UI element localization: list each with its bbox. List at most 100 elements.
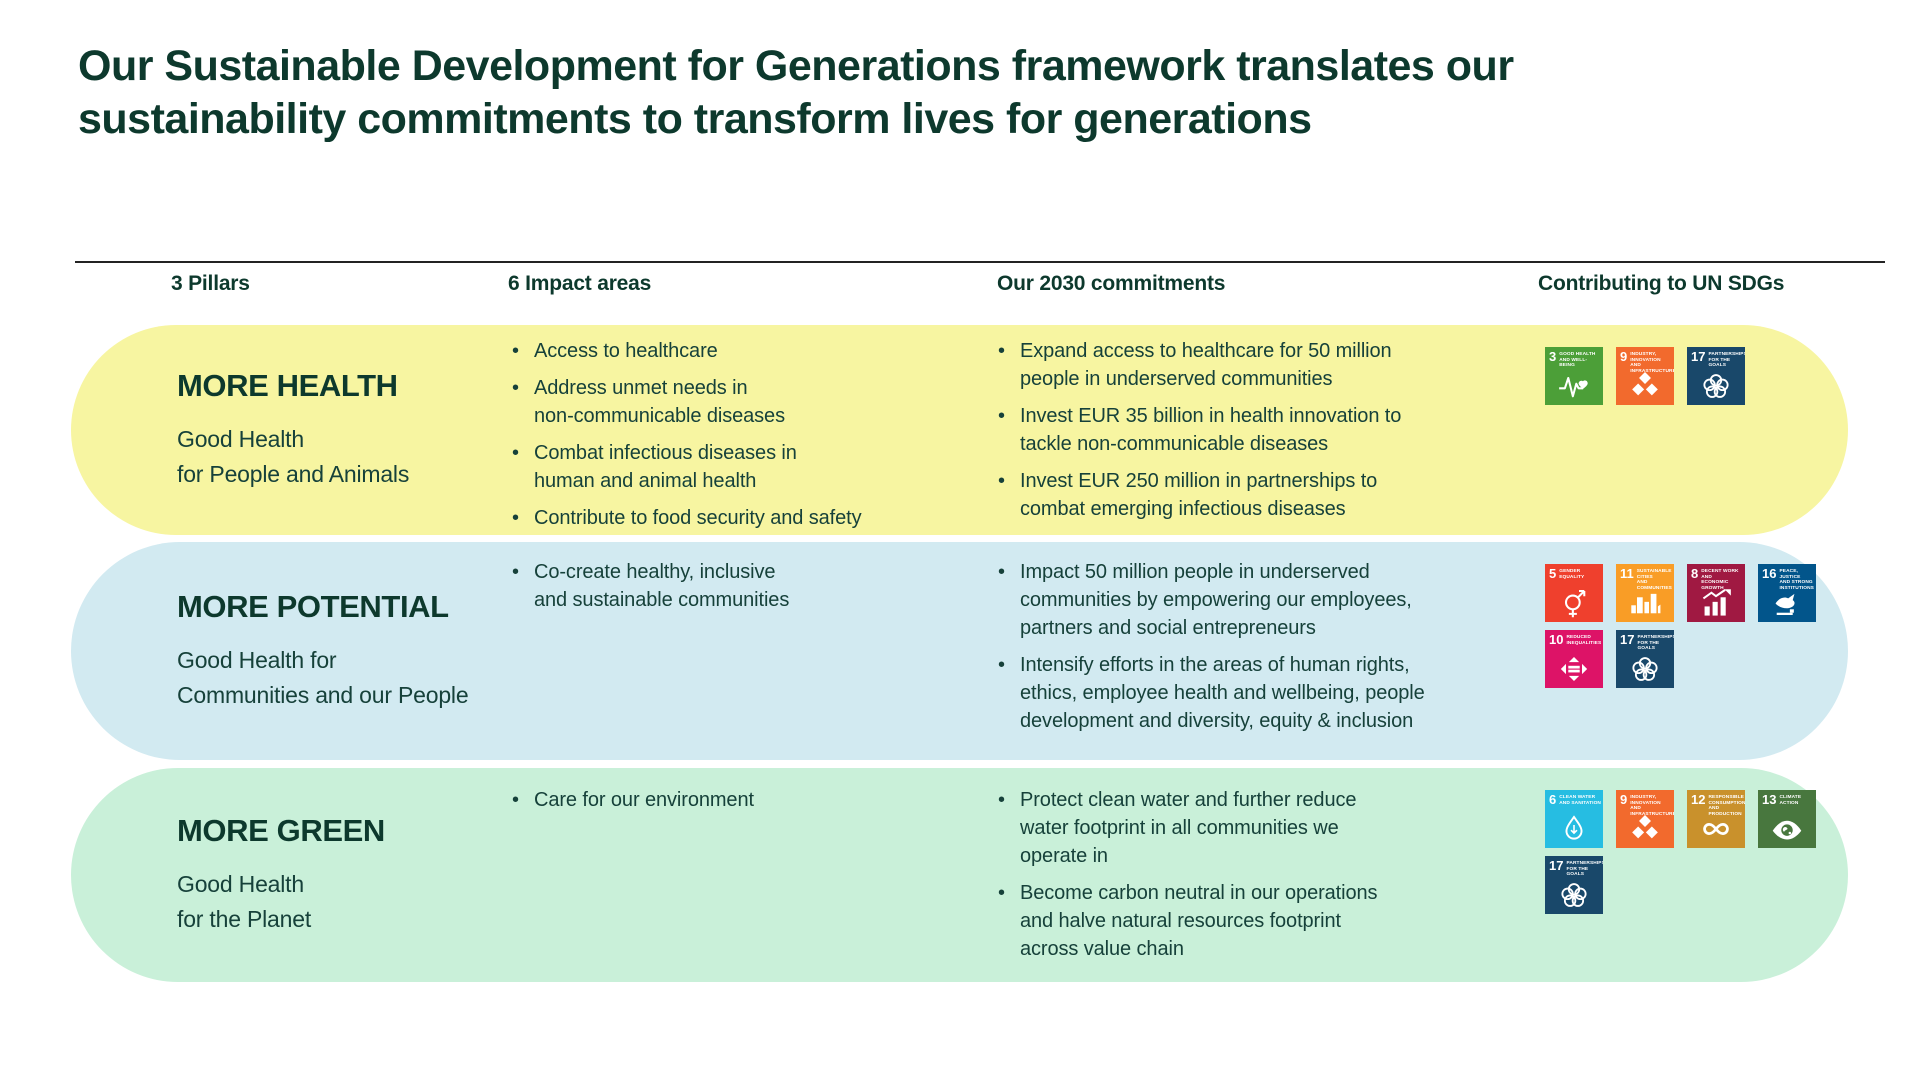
dove-icon [1770,587,1804,619]
sdg-number: 9 [1620,349,1628,364]
sdg-number: 5 [1549,566,1557,581]
pillar-title: MORE POTENTIAL [177,589,449,624]
bullet-icon: • [512,507,520,529]
cubes-icon [1628,813,1662,845]
sdg-tile: 13 CLIMATE ACTION [1758,790,1816,848]
eye-icon [1770,813,1804,845]
sdg-tile: 17 PARTNERSHIPS FOR THE GOALS [1616,630,1674,688]
sdg-tile: 9 INDUSTRY, INNOVATION AND INFRASTRUCTURE [1616,347,1674,405]
bullet-icon: • [998,470,1006,492]
sdg-number: 11 [1620,566,1634,581]
sdg-label: SUSTAINABLE CITIES AND COMMUNITIES [1636,569,1672,591]
list-item: • Invest EUR 35 billion in health innovat… [998,402,1518,458]
infinity-icon [1699,813,1733,845]
circles-icon [1557,879,1591,911]
column-header-pillars: 3 Pillars [171,272,250,295]
list-item: • Protect clean water and further reduce … [998,786,1518,870]
sdg-number: 17 [1549,858,1564,873]
list-item: • Impact 50 million people in underserved… [998,558,1518,642]
list-item: • Intensify efforts in the areas of human… [998,651,1518,735]
sdg-label: PARTNERSHIPS FOR THE GOALS [1708,352,1745,369]
list-item: • Combat infectious diseases in human and… [512,439,972,495]
sdg-label: GOOD HEALTH AND WELL-BEING [1559,352,1596,369]
bullet-icon: • [998,654,1006,676]
sdg-number: 10 [1549,632,1564,647]
list-item: • Co-create healthy, inclusive and sustai… [512,558,972,614]
bullet-icon: • [512,377,520,399]
sdg-tile: 11 SUSTAINABLE CITIES AND COMMUNITIES [1616,564,1674,622]
pillar-block: MORE POTENTIAL Good Health for Communiti… [177,542,512,760]
column-header-impact: 6 Impact areas [508,272,652,295]
sdg-tile: 10 REDUCED INEQUALITIES [1545,630,1603,688]
sdg-tile: 3 GOOD HEALTH AND WELL-BEING [1545,347,1603,405]
commitments-list: • Protect clean water and further reduce … [998,786,1518,972]
bullet-icon: • [512,340,520,362]
bullet-icon: • [998,405,1006,427]
circles-icon [1699,370,1733,402]
pillar-subtitle: Good Health for People and Animals [177,426,410,487]
pillar-row-more-potential: MORE POTENTIAL Good Health for Communiti… [71,542,1848,760]
sdg-number: 8 [1691,566,1699,581]
heartbeat-icon [1557,370,1591,402]
bullet-icon: • [998,561,1006,583]
cubes-icon [1628,370,1662,402]
bullet-icon: • [512,561,520,583]
sdg-number: 9 [1620,792,1628,807]
list-item: • Become carbon neutral in our operations… [998,879,1518,963]
header-divider [75,261,1885,263]
sdg-number: 13 [1762,792,1777,807]
sdg-tile: 12 RESPONSIBLE CONSUMPTION AND PRODUCTION [1687,790,1745,848]
sdg-label: CLIMATE ACTION [1779,795,1802,806]
sdg-tile: 8 DECENT WORK AND ECONOMIC GROWTH [1687,564,1745,622]
sdg-label: DECENT WORK AND ECONOMIC GROWTH [1701,569,1739,591]
bullet-icon: • [998,340,1006,362]
city-icon [1628,587,1662,619]
list-item: • Expand access to healthcare for 50 mill… [998,337,1518,393]
sdg-number: 17 [1620,632,1635,647]
bullet-icon: • [998,789,1006,811]
sdg-number: 3 [1549,349,1557,364]
pillar-block: MORE HEALTH Good Health for People and A… [177,325,512,535]
equality-icon [1557,653,1591,685]
pillar-title: MORE HEALTH [177,368,398,403]
sdg-label: PARTNERSHIPS FOR THE GOALS [1637,635,1674,652]
pillar-block: MORE GREEN Good Health for the Planet [177,768,512,982]
commitments-list: • Impact 50 million people in underserved… [998,558,1518,744]
bullet-icon: • [998,882,1006,904]
list-item: • Contribute to food security and safety [512,504,972,532]
pillar-subtitle: Good Health for the Planet [177,871,312,932]
sdg-number: 6 [1549,792,1557,807]
page-title: Our Sustainable Development for Generati… [78,42,1514,143]
impact-areas-list: • Co-create healthy, inclusive and sustai… [512,558,972,623]
waterdrop-icon [1557,813,1591,845]
sdg-tile: 17 PARTNERSHIPS FOR THE GOALS [1687,347,1745,405]
sdg-tile: 5 GENDER EQUALITY [1545,564,1603,622]
pillar-title: MORE GREEN [177,813,385,848]
sdg-label: RESPONSIBLE CONSUMPTION AND PRODUCTION [1708,795,1745,817]
sdg-list: 6 CLEAN WATER AND SANITATION 9 INDUSTRY, IN… [1545,790,1825,914]
column-header-sdgs: Contributing to UN SDGs [1538,272,1785,295]
impact-areas-list: • Care for our environment [512,786,972,823]
sdg-number: 12 [1691,792,1706,807]
sdg-label: PARTNERSHIPS FOR THE GOALS [1566,861,1603,878]
commitments-list: • Expand access to healthcare for 50 mill… [998,337,1518,532]
pillar-row-more-green: MORE GREEN Good Health for the Planet • C… [71,768,1848,982]
sdg-label: CLEAN WATER AND SANITATION [1559,795,1601,806]
sdg-label: PEACE, JUSTICE AND STRONG INSTITUTIONS [1779,569,1814,591]
growth-icon [1699,587,1733,619]
sdg-number: 16 [1762,566,1777,581]
gender-icon [1557,587,1591,619]
sdg-label: INDUSTRY, INNOVATION AND INFRASTRUCTURE [1630,795,1674,817]
impact-areas-list: • Access to healthcare • Address unmet need… [512,337,972,541]
column-header-commitments: Our 2030 commitments [997,272,1226,295]
pillar-row-more-health: MORE HEALTH Good Health for People and A… [71,325,1848,535]
sdg-list: 3 GOOD HEALTH AND WELL-BEING 9 INDUSTRY, IN… [1545,347,1825,405]
sdg-list: 5 GENDER EQUALITY 11 SUSTAINABLE CITIES AND… [1545,564,1825,688]
pillar-subtitle: Good Health for Communities and our Peop… [177,647,469,708]
circles-icon [1628,653,1662,685]
sdg-label: REDUCED INEQUALITIES [1566,635,1602,646]
sdg-label: INDUSTRY, INNOVATION AND INFRASTRUCTURE [1630,352,1674,374]
sdg-tile: 6 CLEAN WATER AND SANITATION [1545,790,1603,848]
list-item: • Access to healthcare [512,337,972,365]
